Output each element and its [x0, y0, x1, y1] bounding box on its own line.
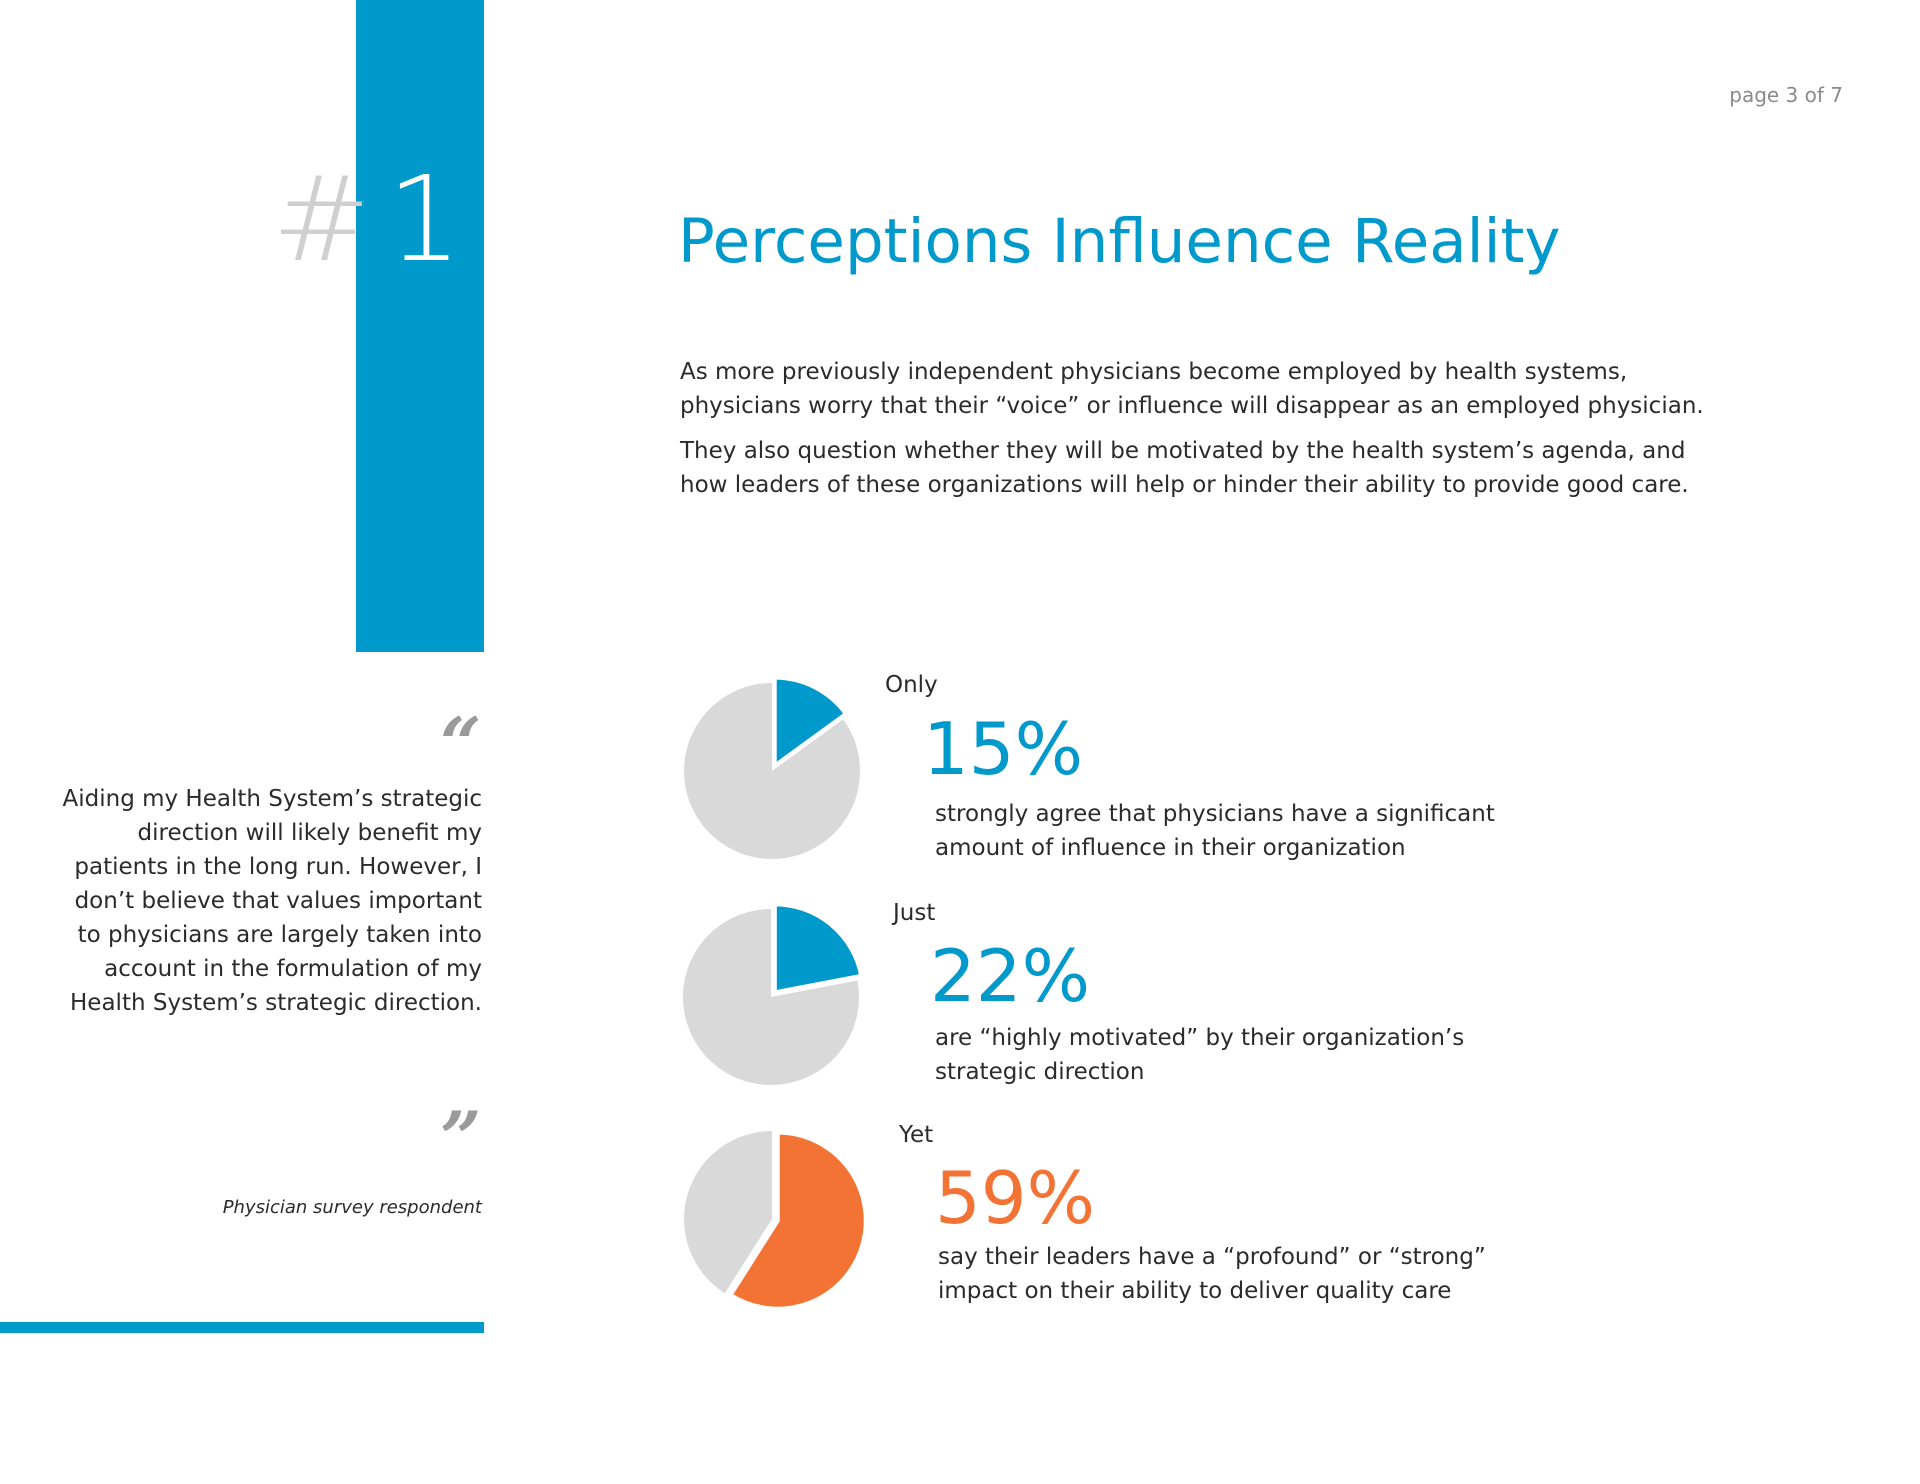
page-title: Perceptions Influence Reality — [678, 206, 1561, 277]
section-bar — [356, 0, 484, 652]
stat-prefix: Yet — [899, 1122, 934, 1148]
stat-prefix: Only — [885, 672, 938, 698]
stat-description: strongly agree that physicians have a si… — [935, 801, 1495, 861]
pie-slice-remainder — [683, 909, 859, 1085]
stat-prefix: Just — [893, 900, 936, 926]
open-quote-icon: “ — [440, 701, 482, 786]
pie-chart-15 — [684, 675, 860, 859]
pie-slice-highlight — [728, 1130, 868, 1311]
pie-chart-22 — [683, 902, 864, 1085]
section-hash: # — [272, 150, 371, 288]
stat-description: are “highly motivated” by their organiza… — [935, 1025, 1465, 1085]
page-number: page 3 of 7 — [1729, 83, 1843, 107]
stat-value: 59% — [935, 1156, 1096, 1240]
stat-value: 22% — [930, 934, 1091, 1018]
bottom-rule — [0, 1322, 484, 1333]
intro-paragraph-1: As more previously independent physician… — [680, 359, 1704, 419]
pie-chart-59 — [684, 1130, 868, 1311]
close-quote-icon: ” — [440, 1095, 482, 1180]
quote-text: Aiding my Health System’s strategic dire… — [62, 786, 483, 1016]
intro-paragraph-2: They also question whether they will be … — [680, 438, 1689, 498]
stat-value: 15% — [923, 707, 1084, 791]
pie-slice-remainder — [684, 683, 860, 859]
quote-attribution: Physician survey respondent — [222, 1197, 482, 1218]
stat-description: say their leaders have a “profound” or “… — [938, 1244, 1486, 1304]
pie-slice-highlight — [772, 675, 848, 768]
section-number: 1 — [387, 150, 463, 288]
pie-slice-highlight — [772, 902, 864, 995]
pie-slice-remainder — [684, 1131, 772, 1294]
